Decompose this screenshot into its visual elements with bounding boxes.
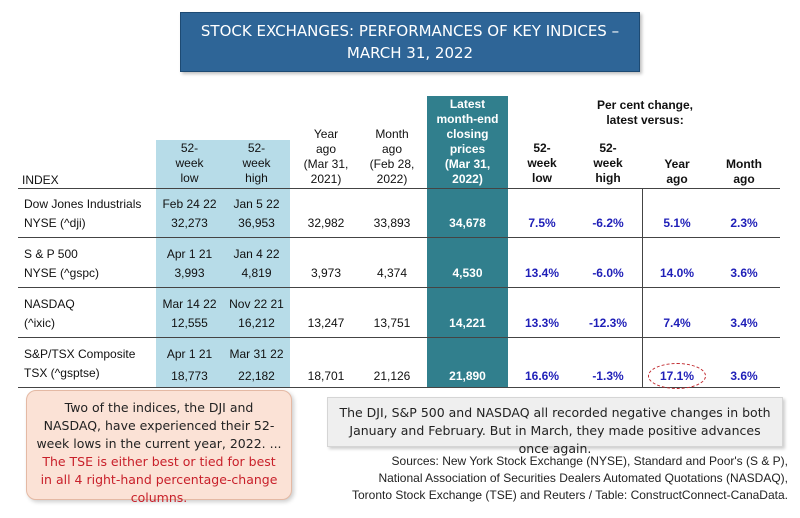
row-4-low-date: Apr 1 21	[166, 347, 213, 361]
header-52wk-high: 52- week high	[242, 141, 271, 185]
row-1-pct-low: 7.5%	[528, 216, 556, 230]
title-line-2: MARCH 31, 2022	[346, 44, 474, 62]
header-pct-year-ago: Year ago	[664, 157, 690, 186]
row-3-low-value: 12,555	[171, 316, 208, 330]
header-latest-prices: Latest month-end closing prices (Mar 31, 2022…	[436, 97, 499, 186]
row-2-latest: 4,530	[452, 266, 483, 280]
row-3-latest: 14,221	[449, 316, 486, 330]
row-1-pct-month: 2.3%	[730, 216, 758, 230]
sources-line-2: National Association of Securities Deale…	[378, 471, 788, 485]
row-2-index-name: S & P 500 NYSE (^gspc)	[24, 247, 99, 280]
header-pct-month-ago: Month ago	[726, 157, 762, 186]
note-negative-changes: The DJI, S&P 500 and NASDAQ all recorded…	[327, 397, 783, 456]
header-month-ago: Month ago (Feb 28, 2022)	[369, 127, 415, 186]
row-4-month-ago: 21,126	[373, 369, 411, 383]
row-4-high-date: Mar 31 22	[229, 347, 284, 361]
band-52wk-low-high	[156, 140, 290, 388]
table-rule-row-1	[18, 237, 780, 238]
table-divider-vertical	[642, 188, 643, 388]
note-indices-52wk-lows: Two of the indices, the DJI and NASDAQ, …	[26, 390, 292, 505]
header-52wk-low: 52- week low	[175, 141, 204, 185]
note-left-highlight: The TSE is either best or tied for best …	[40, 454, 278, 505]
row-1-high-date: Jan 5 22	[233, 197, 280, 211]
row-2-pct-year: 14.0%	[659, 266, 695, 280]
sources-line-1: Sources: New York Stock Exchange (NYSE),…	[391, 454, 788, 468]
row-3-low-date: Mar 14 22	[162, 297, 217, 311]
row-3-year-ago: 13,247	[307, 316, 345, 330]
row-4-pct-low: 16.6%	[524, 369, 560, 383]
header-pct-52wk-low: 52- week low	[527, 141, 557, 185]
title-line-1: STOCK EXCHANGES: PERFORMANCES OF KEY IND…	[200, 22, 620, 40]
sources: Sources: New York Stock Exchange (NYSE),…	[296, 453, 788, 504]
row-2-month-ago: 4,374	[376, 266, 408, 280]
highlight-circle	[648, 363, 706, 389]
band-latest-prices	[427, 96, 508, 388]
row-1-year-ago: 32,982	[307, 216, 345, 230]
row-1-index-name: Dow Jones Industrials NYSE (^dji)	[24, 197, 142, 230]
row-2-low-value: 3,993	[174, 266, 205, 280]
row-4-high-value: 22,182	[238, 369, 275, 383]
row-3-index-name: NASDAQ (^ixic)	[24, 297, 75, 330]
row-3-high-value: 16,212	[238, 316, 275, 330]
row-2-year-ago: 3,973	[310, 266, 342, 280]
row-1-pct-year: 5.1%	[663, 216, 691, 230]
header-year-ago: Year ago (Mar 31, 2021)	[303, 127, 349, 186]
note-right-text: The DJI, S&P 500 and NASDAQ all recorded…	[339, 405, 771, 456]
row-2-pct-low: 13.4%	[524, 266, 560, 280]
row-1-month-ago: 33,893	[373, 216, 411, 230]
table-rule-row-2	[18, 287, 780, 288]
row-3-pct-high: -12.3%	[588, 316, 628, 330]
row-1-pct-high: -6.2%	[592, 216, 624, 230]
table-rule-header	[18, 188, 780, 189]
table-rule-row-3	[18, 337, 780, 338]
row-1-latest: 34,678	[449, 216, 486, 230]
row-1-low-value: 32,273	[171, 216, 208, 230]
row-4-low-value: 18,773	[171, 369, 208, 383]
row-2-high-value: 4,819	[241, 266, 272, 280]
row-4-pct-high: -1.3%	[592, 369, 624, 383]
row-4-index-name: S&P/TSX Composite TSX (^gsptse)	[24, 347, 136, 380]
row-3-pct-low: 13.3%	[524, 316, 560, 330]
row-3-month-ago: 13,751	[373, 316, 411, 330]
title-box: STOCK EXCHANGES: PERFORMANCES OF KEY IND…	[180, 12, 640, 72]
header-pct-change-title: Per cent change, latest versus:	[596, 98, 694, 127]
row-1-low-date: Feb 24 22	[162, 197, 217, 211]
row-2-pct-month: 3.6%	[730, 266, 758, 280]
sources-line-3: Toronto Stock Exchange (TSE) and Reuters…	[351, 488, 788, 502]
row-3-pct-year: 7.4%	[663, 316, 691, 330]
row-1-high-value: 36,953	[238, 216, 275, 230]
header-index: INDEX	[22, 173, 59, 187]
row-4-pct-month: 3.6%	[730, 369, 758, 383]
row-2-high-date: Jan 4 22	[233, 247, 280, 261]
header-pct-52wk-high: 52- week high	[593, 141, 623, 185]
row-4-latest: 21,890	[449, 369, 486, 383]
row-2-low-date: Apr 1 21	[166, 247, 213, 261]
table-rule-bottom	[18, 387, 780, 388]
row-4-year-ago: 18,701	[307, 369, 345, 383]
row-3-high-date: Nov 22 21	[229, 297, 284, 311]
row-2-pct-high: -6.0%	[592, 266, 624, 280]
note-left-text: Two of the indices, the DJI and NASDAQ, …	[36, 400, 282, 451]
row-3-pct-month: 3.4%	[730, 316, 758, 330]
